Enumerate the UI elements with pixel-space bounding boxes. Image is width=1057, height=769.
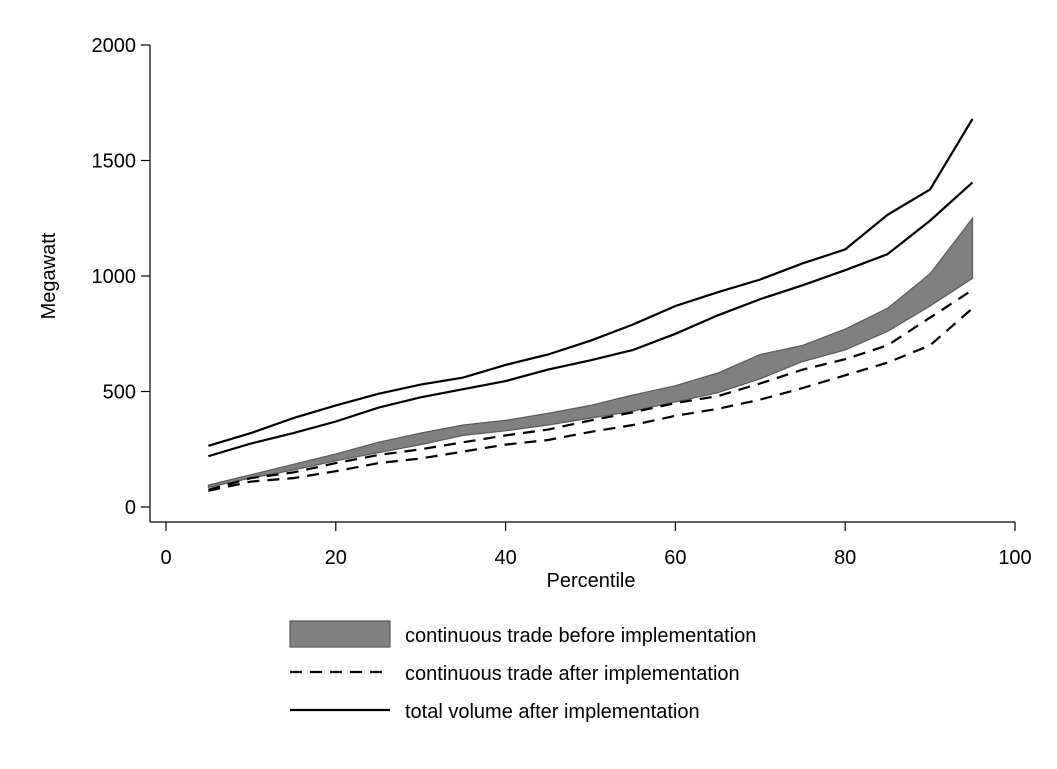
plot-area [207,118,974,492]
x-tick-label: 0 [160,547,171,569]
axes: 0 500 1000 1500 2000 0 20 40 60 80 100 [92,35,1032,569]
y-tick-label: 1000 [92,266,137,288]
legend-label-solid: total volume after implementation [405,701,700,723]
y-tick-label: 0 [125,497,136,519]
y-axis-title: Megawatt [38,232,60,319]
series-band-continuous-trade-before [207,216,974,489]
legend-label-dashed: continuous trade after implementation [405,663,740,685]
y-ticks: 0 500 1000 1500 2000 [92,35,150,519]
x-ticks: 0 20 40 60 80 100 [160,522,1032,569]
x-axis-title: Percentile [547,570,636,592]
y-tick-label: 1500 [92,151,137,173]
y-tick-label: 2000 [92,35,137,57]
series-line-continuous-trade-after-1 [208,307,974,492]
legend-swatch-band [289,620,391,648]
x-tick-label: 60 [664,547,686,569]
series-line-total-volume-after-1 [208,181,974,458]
x-tick-label: 40 [494,547,516,569]
x-tick-label: 100 [998,547,1031,569]
series-line-total-volume-after-2 [208,118,974,447]
legend-label-band: continuous trade before implementation [405,625,756,647]
x-tick-label: 80 [834,547,856,569]
series-line-continuous-trade-after-2 [208,288,974,491]
x-tick-label: 20 [325,547,347,569]
y-tick-label: 500 [103,382,136,404]
legend: continuous trade before implementation c… [289,620,756,723]
